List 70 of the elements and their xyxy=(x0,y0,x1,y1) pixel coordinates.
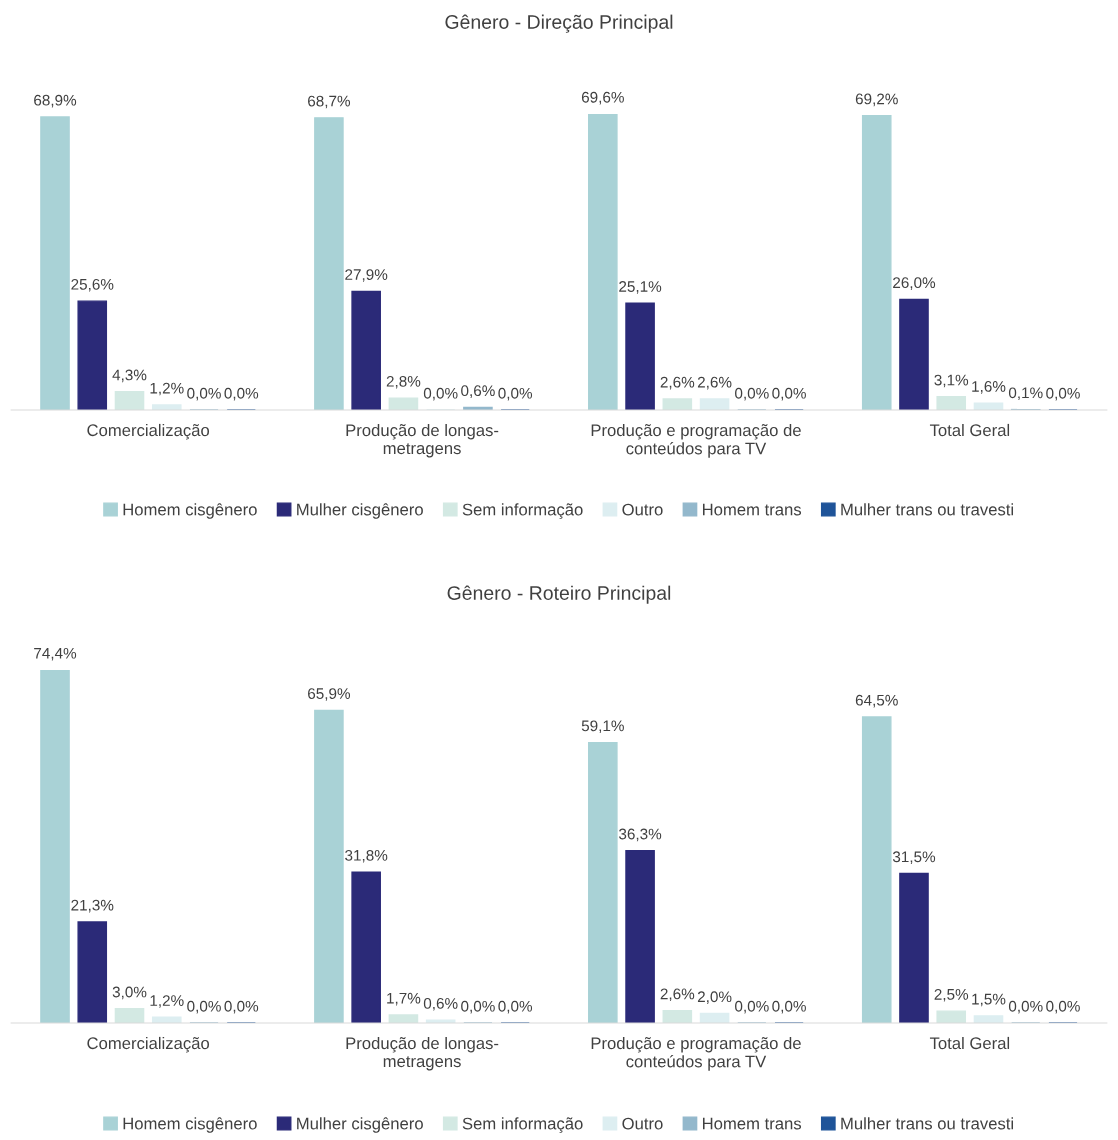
legend-label: Homem cisgênero xyxy=(123,1117,257,1133)
data-label: 59,1% xyxy=(581,720,624,734)
data-label: 0,0% xyxy=(735,387,769,401)
x-tick-label: Comercialização xyxy=(87,423,210,440)
data-label: 0,0% xyxy=(461,1000,495,1014)
data-label: 0,0% xyxy=(423,387,458,401)
data-label: 1,2% xyxy=(150,995,184,1008)
x-tick-label: Comercialização xyxy=(87,1036,210,1053)
data-label: 2,0% xyxy=(697,991,732,1004)
data-label: 0,0% xyxy=(1008,1000,1043,1014)
data-label: 3,0% xyxy=(112,986,147,1000)
chart-title: Gênero - Roteiro Principal xyxy=(447,585,671,604)
data-label: 2,5% xyxy=(934,988,969,1002)
data-label: 2,6% xyxy=(697,376,732,390)
data-label: 0,0% xyxy=(1046,387,1080,401)
x-tick-label: Total Geral xyxy=(929,1036,1010,1050)
data-label: 0,1% xyxy=(1008,387,1043,401)
legend-label: Outro xyxy=(622,1117,663,1130)
data-label: 65,9% xyxy=(308,688,351,701)
legend-label: Homem cisgênero xyxy=(123,503,257,519)
data-label: 1,6% xyxy=(972,381,1006,394)
legend-label: Homem trans xyxy=(703,503,802,516)
data-label: 68,9% xyxy=(34,94,77,108)
data-label: 3,1% xyxy=(934,374,969,388)
x-tick-label: Total Geral xyxy=(929,423,1010,437)
data-label: 74,4% xyxy=(34,647,77,661)
data-label: 1,5% xyxy=(972,993,1006,1007)
data-label: 0,0% xyxy=(735,1000,769,1014)
x-tick-label: Produção e programação de conteúdos para TV xyxy=(591,423,801,458)
data-label: 0,6% xyxy=(423,997,458,1011)
data-label: 2,6% xyxy=(660,376,695,390)
legend-label: Mulher cisgênero xyxy=(297,1117,423,1133)
data-label: 21,3% xyxy=(71,899,114,913)
data-label: 0,0% xyxy=(224,387,259,401)
data-label: 0,0% xyxy=(498,1000,533,1014)
legend-label: Mulher cisgênero xyxy=(297,503,423,519)
data-label: 4,3% xyxy=(112,369,147,383)
data-label: 31,5% xyxy=(892,851,936,864)
data-label: 25,6% xyxy=(71,278,114,292)
data-label: 25,1% xyxy=(619,281,662,294)
data-label: 1,7% xyxy=(387,992,421,1006)
data-label: 0,0% xyxy=(224,1000,259,1014)
data-label: 2,8% xyxy=(386,375,421,389)
x-tick-label: Produção de longas- metragens xyxy=(346,423,499,458)
legend-label: Mulher trans ou travesti xyxy=(841,1117,1014,1130)
data-label: 0,0% xyxy=(772,1000,806,1014)
x-tick-label: Produção e programação de conteúdos para TV xyxy=(591,1036,801,1071)
data-label: 0,6% xyxy=(461,385,495,398)
data-label: 36,3% xyxy=(619,828,662,842)
data-label: 69,6% xyxy=(581,91,624,105)
x-tick-label: Produção de longas- metragens xyxy=(346,1036,499,1071)
legend-label: Sem informação xyxy=(462,1117,583,1133)
legend-label: Mulher trans ou travesti xyxy=(841,503,1014,516)
chart-title: Gênero - Direção Principal xyxy=(445,14,673,33)
data-label: 1,2% xyxy=(150,382,184,396)
data-label: 0,0% xyxy=(187,1000,221,1014)
data-label: 69,2% xyxy=(855,93,898,107)
data-label: 31,8% xyxy=(345,849,388,863)
data-label: 0,0% xyxy=(498,387,533,401)
data-label: 0,0% xyxy=(187,387,221,401)
data-label: 0,0% xyxy=(772,387,806,401)
legend-label: Homem trans xyxy=(703,1117,802,1130)
data-label: 26,0% xyxy=(893,277,936,290)
data-label: 64,5% xyxy=(855,694,898,708)
legend-label: Outro xyxy=(622,503,663,516)
data-label: 0,0% xyxy=(1046,1000,1080,1014)
data-label: 2,6% xyxy=(660,988,695,1002)
data-label: 27,9% xyxy=(345,269,388,282)
data-label: 68,7% xyxy=(308,95,351,109)
legend-label: Sem informação xyxy=(462,503,583,519)
